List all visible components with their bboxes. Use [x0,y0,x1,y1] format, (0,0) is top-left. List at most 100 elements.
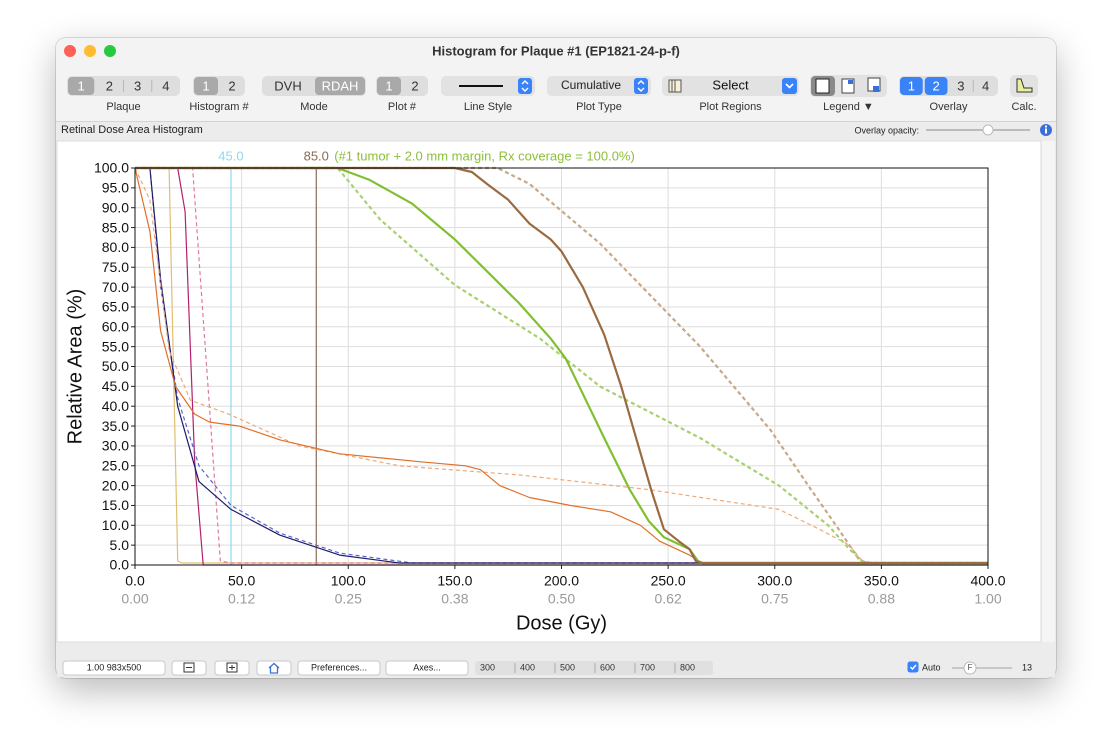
zoom-icon [183,662,195,673]
x-tick-label: 300.0 [757,573,792,589]
y-tick-label: 65.0 [102,299,129,315]
x-tick-label: 50.0 [228,573,255,589]
minimize-button[interactable] [84,45,96,57]
opacity-label: Overlay opacity: [854,125,919,135]
y-tick-label: 85.0 [102,219,129,235]
segment-selected[interactable] [900,77,923,95]
size-label: 400 [520,662,535,672]
segment-label: 4 [982,78,989,93]
toolbar-label: Plot Regions [699,101,762,113]
stepper[interactable] [518,78,532,94]
legend-icon-mark [848,80,853,84]
button[interactable] [297,660,381,676]
popup-value: Select [712,77,749,92]
toolbar-label: Legend ▼ [823,101,874,113]
stepper-arrows [637,80,645,92]
segment-selected[interactable] [68,77,95,95]
segment-selected[interactable] [377,77,401,95]
series-line [135,166,988,565]
popup-value: Cumulative [561,78,621,92]
y-tick-label: 60.0 [102,319,129,335]
y-tick-label: 40.0 [102,398,129,414]
series-line [135,167,988,564]
checkbox-label: Auto [922,662,941,672]
reference-label: 85.0 [304,148,329,163]
y-tick-label: 75.0 [102,259,129,275]
y-tick-label: 80.0 [102,239,129,255]
segment-label: 2 [228,78,235,93]
segment-selected[interactable] [924,77,948,95]
y-tick-label: 90.0 [102,199,129,215]
y-tick-label: 15.0 [102,497,129,513]
toolbar-label: Overlay [930,101,968,113]
opacity-knob[interactable] [982,124,994,136]
reference-label: 45.0 [218,148,243,163]
x2-tick-label: 0.25 [335,591,362,607]
y-tick-label: 35.0 [102,418,129,434]
zoom-icon [226,662,238,673]
zoom-label: 1.00 983x500 [87,662,142,672]
calc-button[interactable] [1010,75,1038,97]
size-label: 800 [680,662,695,672]
zoom-button[interactable] [104,45,116,57]
toolbar-label: Calc. [1011,101,1036,113]
button[interactable] [385,660,469,676]
info-glyph [1045,125,1047,128]
x-tick-label: 100.0 [331,573,366,589]
x-axis-label: Dose (Gy) [516,612,607,634]
plot-panel [56,140,1042,643]
popup-chevron [785,83,794,89]
y-tick-label: 25.0 [102,457,129,473]
y-tick-label: 20.0 [102,477,129,493]
toolbar-label: Mode [300,101,328,113]
annotation: (#1 tumor + 2.0 mm margin, Rx coverage =… [334,148,635,163]
segment-label: 2 [106,78,113,93]
y-axis-label: Relative Area (%) [64,289,86,445]
size-label: 300 [480,662,495,672]
slider-value: 13 [1022,662,1032,672]
stepper-arrows [521,80,529,92]
x-tick-label: 250.0 [651,573,686,589]
popup[interactable] [547,76,651,96]
y-tick-label: 10.0 [102,517,129,533]
footer-slider-knob[interactable] [963,661,977,675]
toolbar-label: Line Style [464,101,512,113]
segment-label: 1 [202,78,209,93]
segment-label: 1 [78,78,85,93]
popup-arrow[interactable] [782,78,797,94]
slider-knob-label: F [968,663,973,672]
segment-selected[interactable] [194,77,218,95]
zoom-field [62,660,166,676]
panel-title: Retinal Dose Area Histogram [61,124,203,136]
segment-label: 1 [908,78,915,93]
legend-icon[interactable] [815,78,830,94]
segment-label: RDAH [322,78,359,93]
segment-label: 2 [411,78,418,93]
x2-tick-label: 1.00 [974,591,1001,607]
size-label: 600 [600,662,615,672]
y-tick-label: 0.0 [110,557,130,573]
close-button[interactable] [64,45,76,57]
stepper[interactable] [634,78,648,94]
segment-selected[interactable] [315,77,365,95]
icon-button[interactable] [256,660,292,676]
y-tick-label: 5.0 [110,537,130,553]
button-label: Preferences... [311,662,367,672]
regions-icon-lines [671,80,676,92]
plot-frame [134,167,989,566]
zoom-icon-sign [229,665,235,670]
checkbox[interactable] [907,661,919,673]
size-label: 500 [560,662,575,672]
x-tick-label: 200.0 [544,573,579,589]
series-line [135,167,988,564]
x-tick-label: 0.0 [125,573,145,589]
popup[interactable] [662,76,799,96]
x2-tick-label: 0.88 [868,591,895,607]
x-tick-label: 350.0 [864,573,899,589]
segment-label: 4 [162,78,169,93]
toolbar-label: Histogram # [189,101,249,113]
size-segments [475,661,713,675]
toolbar-label: Plot Type [576,101,622,113]
button-label: Axes... [413,662,441,672]
